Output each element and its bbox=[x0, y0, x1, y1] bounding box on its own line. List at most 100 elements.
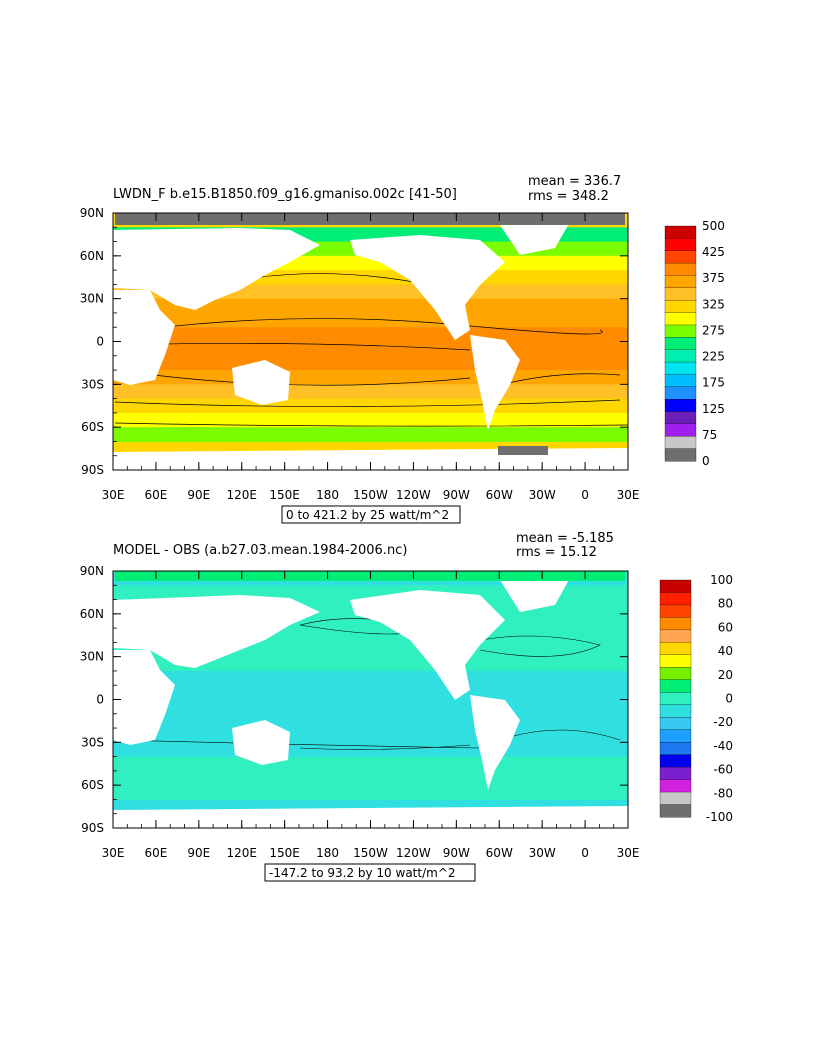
antarctic-ice bbox=[498, 446, 548, 455]
x-tick-label: 90E bbox=[187, 488, 210, 502]
colorbar-swatch bbox=[664, 399, 697, 412]
x-tick-label: 120W bbox=[396, 846, 431, 860]
rms-stat: rms = 348.2 bbox=[528, 189, 609, 204]
y-tick-label: 60S bbox=[81, 778, 104, 792]
latitude-band bbox=[113, 756, 628, 786]
colorbar-swatch bbox=[659, 654, 692, 668]
colorbar-label: 425 bbox=[702, 245, 725, 259]
north-america-landmass bbox=[350, 590, 505, 700]
x-tick-label: 0 bbox=[581, 846, 589, 860]
x-tick-label: 180 bbox=[316, 846, 339, 860]
x-tick-label: 60E bbox=[144, 488, 167, 502]
y-tick-label: 90N bbox=[80, 564, 104, 578]
x-tick-label: 90E bbox=[187, 846, 210, 860]
x-tick-label: 90W bbox=[443, 846, 470, 860]
range-label: -147.2 to 93.2 by 10 watt/m^2 bbox=[269, 866, 456, 880]
colorbar-label: -40 bbox=[713, 739, 733, 753]
colorbar-swatch bbox=[659, 667, 692, 681]
north-america-landmass bbox=[350, 235, 505, 340]
x-tick-label: 150E bbox=[269, 488, 300, 502]
colorbar-label: 40 bbox=[718, 644, 733, 658]
colorbar-swatch bbox=[664, 324, 697, 338]
colorbar-swatch bbox=[659, 592, 692, 606]
x-tick-label: 30E bbox=[617, 846, 640, 860]
x-tick-label: 150W bbox=[353, 846, 388, 860]
range-label-box bbox=[281, 505, 461, 524]
colorbar-label: 125 bbox=[702, 402, 725, 416]
colorbar-label: 75 bbox=[702, 428, 717, 442]
colorbar-swatch bbox=[664, 361, 697, 375]
colorbar-swatch bbox=[664, 300, 697, 314]
map-field bbox=[113, 571, 628, 828]
range-label: 0 to 421.2 by 25 watt/m^2 bbox=[286, 508, 449, 522]
latitude-band bbox=[113, 699, 628, 729]
map-title: MODEL - OBS (a.b27.03.mean.1984-2006.nc) bbox=[113, 543, 407, 558]
latitude-band bbox=[113, 312, 628, 328]
colorbar-swatch bbox=[664, 411, 697, 425]
latitude-band bbox=[113, 298, 628, 314]
axis-ticks bbox=[112, 570, 629, 829]
colorbar-swatch bbox=[659, 754, 692, 768]
greenland-landmass bbox=[500, 578, 570, 612]
colorbar-swatch bbox=[659, 642, 692, 656]
colorbar-swatch bbox=[664, 349, 697, 363]
map-title: LWDN_F b.e15.B1850.f09_g16.gmaniso.002c … bbox=[113, 187, 457, 202]
eurasia-landmass bbox=[113, 595, 320, 668]
australia-landmass bbox=[232, 360, 290, 405]
colorbar-swatch bbox=[659, 804, 692, 818]
latitude-band bbox=[113, 370, 628, 385]
colorbar-swatch bbox=[664, 287, 697, 301]
australia-landmass bbox=[232, 720, 290, 765]
colorbar-swatch bbox=[659, 579, 692, 593]
colorbar-label: 80 bbox=[718, 597, 733, 611]
lwdn-map-panel: LWDN_F b.e15.B1850.f09_g16.gmaniso.002c … bbox=[80, 174, 725, 524]
eurasia-landmass bbox=[113, 228, 320, 310]
latitude-band bbox=[113, 398, 628, 414]
latitude-band bbox=[113, 355, 628, 371]
greenland-landmass bbox=[500, 222, 570, 255]
colorbar-swatch bbox=[664, 225, 697, 239]
range-label-box bbox=[264, 863, 476, 882]
y-tick-label: 30S bbox=[81, 377, 104, 391]
y-tick-label: 30S bbox=[81, 735, 104, 749]
colorbar-swatch bbox=[659, 704, 692, 718]
colorbar-labels: 100 80 60 40 20 0 -20 -40 -60 -80 -100 bbox=[706, 573, 733, 824]
colorbar-labels: 500 425 375 325 275 225 175 125 75 0 bbox=[702, 219, 725, 468]
x-axis-labels: 30E 60E 90E 120E 150E 180 150W 120W 90W 60W 30W 0 30… bbox=[102, 488, 640, 502]
axis-ticks bbox=[112, 212, 629, 471]
colorbar-label: 500 bbox=[702, 219, 725, 233]
colorbar-label: -20 bbox=[713, 715, 733, 729]
colorbar-label: 275 bbox=[702, 323, 725, 337]
x-tick-label: 180 bbox=[316, 488, 339, 502]
colorbar-swatch bbox=[659, 729, 692, 743]
x-tick-label: 30E bbox=[102, 488, 125, 502]
contour-lines bbox=[114, 273, 628, 427]
colorbar-swatch bbox=[664, 423, 697, 437]
colorbar-swatch bbox=[664, 386, 697, 400]
colorbar-swatch bbox=[664, 238, 697, 252]
x-axis-labels: 30E 60E 90E 120E 150E 180 150W 120W 90W 60W 30W 0 30… bbox=[102, 846, 640, 860]
x-tick-label: 60E bbox=[144, 846, 167, 860]
colorbar-swatch bbox=[664, 448, 697, 462]
colorbar-label: 0 bbox=[702, 454, 710, 468]
x-tick-label: 150E bbox=[269, 846, 300, 860]
colorbar-swatch bbox=[659, 779, 692, 793]
colorbar-label: -100 bbox=[706, 810, 733, 824]
y-tick-label: 30N bbox=[80, 292, 104, 306]
colorbar-label: 325 bbox=[702, 297, 725, 311]
colorbar-label: 175 bbox=[702, 376, 725, 390]
y-tick-label: 0 bbox=[96, 693, 104, 707]
colorbar-label: 20 bbox=[718, 668, 733, 682]
south-america-landmass bbox=[470, 695, 520, 790]
colorbar-swatch bbox=[659, 604, 692, 618]
colorbar-swatch bbox=[659, 791, 692, 805]
y-tick-label: 90S bbox=[81, 463, 104, 477]
colorbar-swatch bbox=[659, 717, 692, 731]
latitude-band bbox=[113, 785, 628, 800]
y-tick-label: 60N bbox=[80, 607, 104, 621]
south-america-landmass bbox=[470, 335, 520, 430]
colorbar-label: 375 bbox=[702, 271, 725, 285]
colorbar-swatch bbox=[659, 617, 692, 631]
colorbar-label: 0 bbox=[725, 692, 733, 706]
